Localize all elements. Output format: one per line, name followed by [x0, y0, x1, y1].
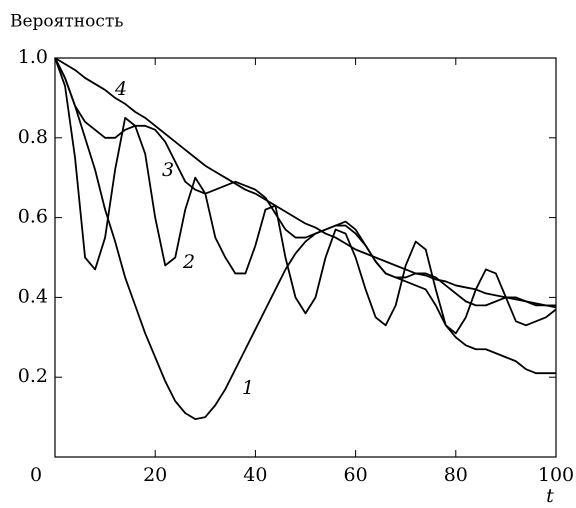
x-tick-label: 80	[444, 464, 468, 486]
y-tick-label: 1.0	[18, 46, 48, 68]
x-axis-label: t	[546, 485, 554, 507]
x-tick-label: 100	[538, 464, 574, 486]
y-axis-label: Вероятность	[10, 12, 124, 32]
line-series	[54, 57, 556, 307]
plot-frame	[54, 57, 557, 458]
x-tick-label: 60	[344, 464, 368, 486]
x-tick-label: 40	[243, 464, 267, 486]
curve-label: 4	[114, 78, 127, 100]
y-tick-label: 0.6	[18, 206, 48, 228]
y-tick-label: 0.2	[18, 365, 48, 387]
line-series	[54, 57, 556, 420]
x-tick-label: 20	[143, 464, 167, 486]
curve-label: 1	[242, 377, 254, 399]
curve-label: 2	[182, 251, 195, 273]
x-tick-label: 0	[30, 464, 42, 486]
line-series	[54, 57, 557, 309]
curve-label: 3	[162, 159, 174, 181]
y-tick-label: 0.4	[18, 285, 48, 307]
line-series	[54, 57, 557, 335]
y-tick-label: 0.8	[18, 126, 48, 148]
